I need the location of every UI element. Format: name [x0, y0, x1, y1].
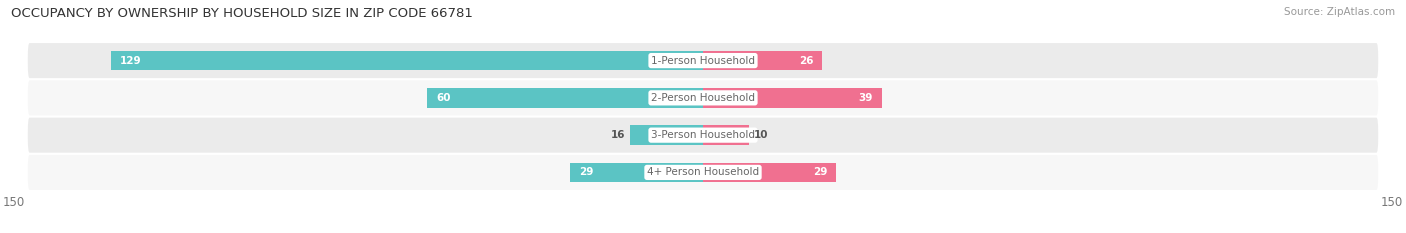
Text: 29: 29: [813, 168, 827, 177]
Bar: [703, 51, 823, 70]
Text: 129: 129: [120, 56, 142, 65]
Bar: [630, 125, 703, 145]
Bar: [703, 163, 837, 182]
Text: 10: 10: [754, 130, 768, 140]
Text: 1-Person Household: 1-Person Household: [651, 56, 755, 65]
Text: 26: 26: [799, 56, 813, 65]
FancyBboxPatch shape: [28, 118, 1378, 153]
Text: 16: 16: [610, 130, 624, 140]
Text: 2-Person Household: 2-Person Household: [651, 93, 755, 103]
Bar: [703, 125, 749, 145]
Bar: [703, 88, 882, 108]
Text: 39: 39: [859, 93, 873, 103]
Text: OCCUPANCY BY OWNERSHIP BY HOUSEHOLD SIZE IN ZIP CODE 66781: OCCUPANCY BY OWNERSHIP BY HOUSEHOLD SIZE…: [11, 7, 474, 20]
FancyBboxPatch shape: [28, 80, 1378, 115]
Text: 3-Person Household: 3-Person Household: [651, 130, 755, 140]
Text: Source: ZipAtlas.com: Source: ZipAtlas.com: [1284, 7, 1395, 17]
Text: 4+ Person Household: 4+ Person Household: [647, 168, 759, 177]
FancyBboxPatch shape: [28, 155, 1378, 190]
Text: 29: 29: [579, 168, 593, 177]
Bar: [569, 163, 703, 182]
FancyBboxPatch shape: [28, 43, 1378, 78]
Bar: [111, 51, 703, 70]
Bar: [427, 88, 703, 108]
Text: 60: 60: [437, 93, 451, 103]
